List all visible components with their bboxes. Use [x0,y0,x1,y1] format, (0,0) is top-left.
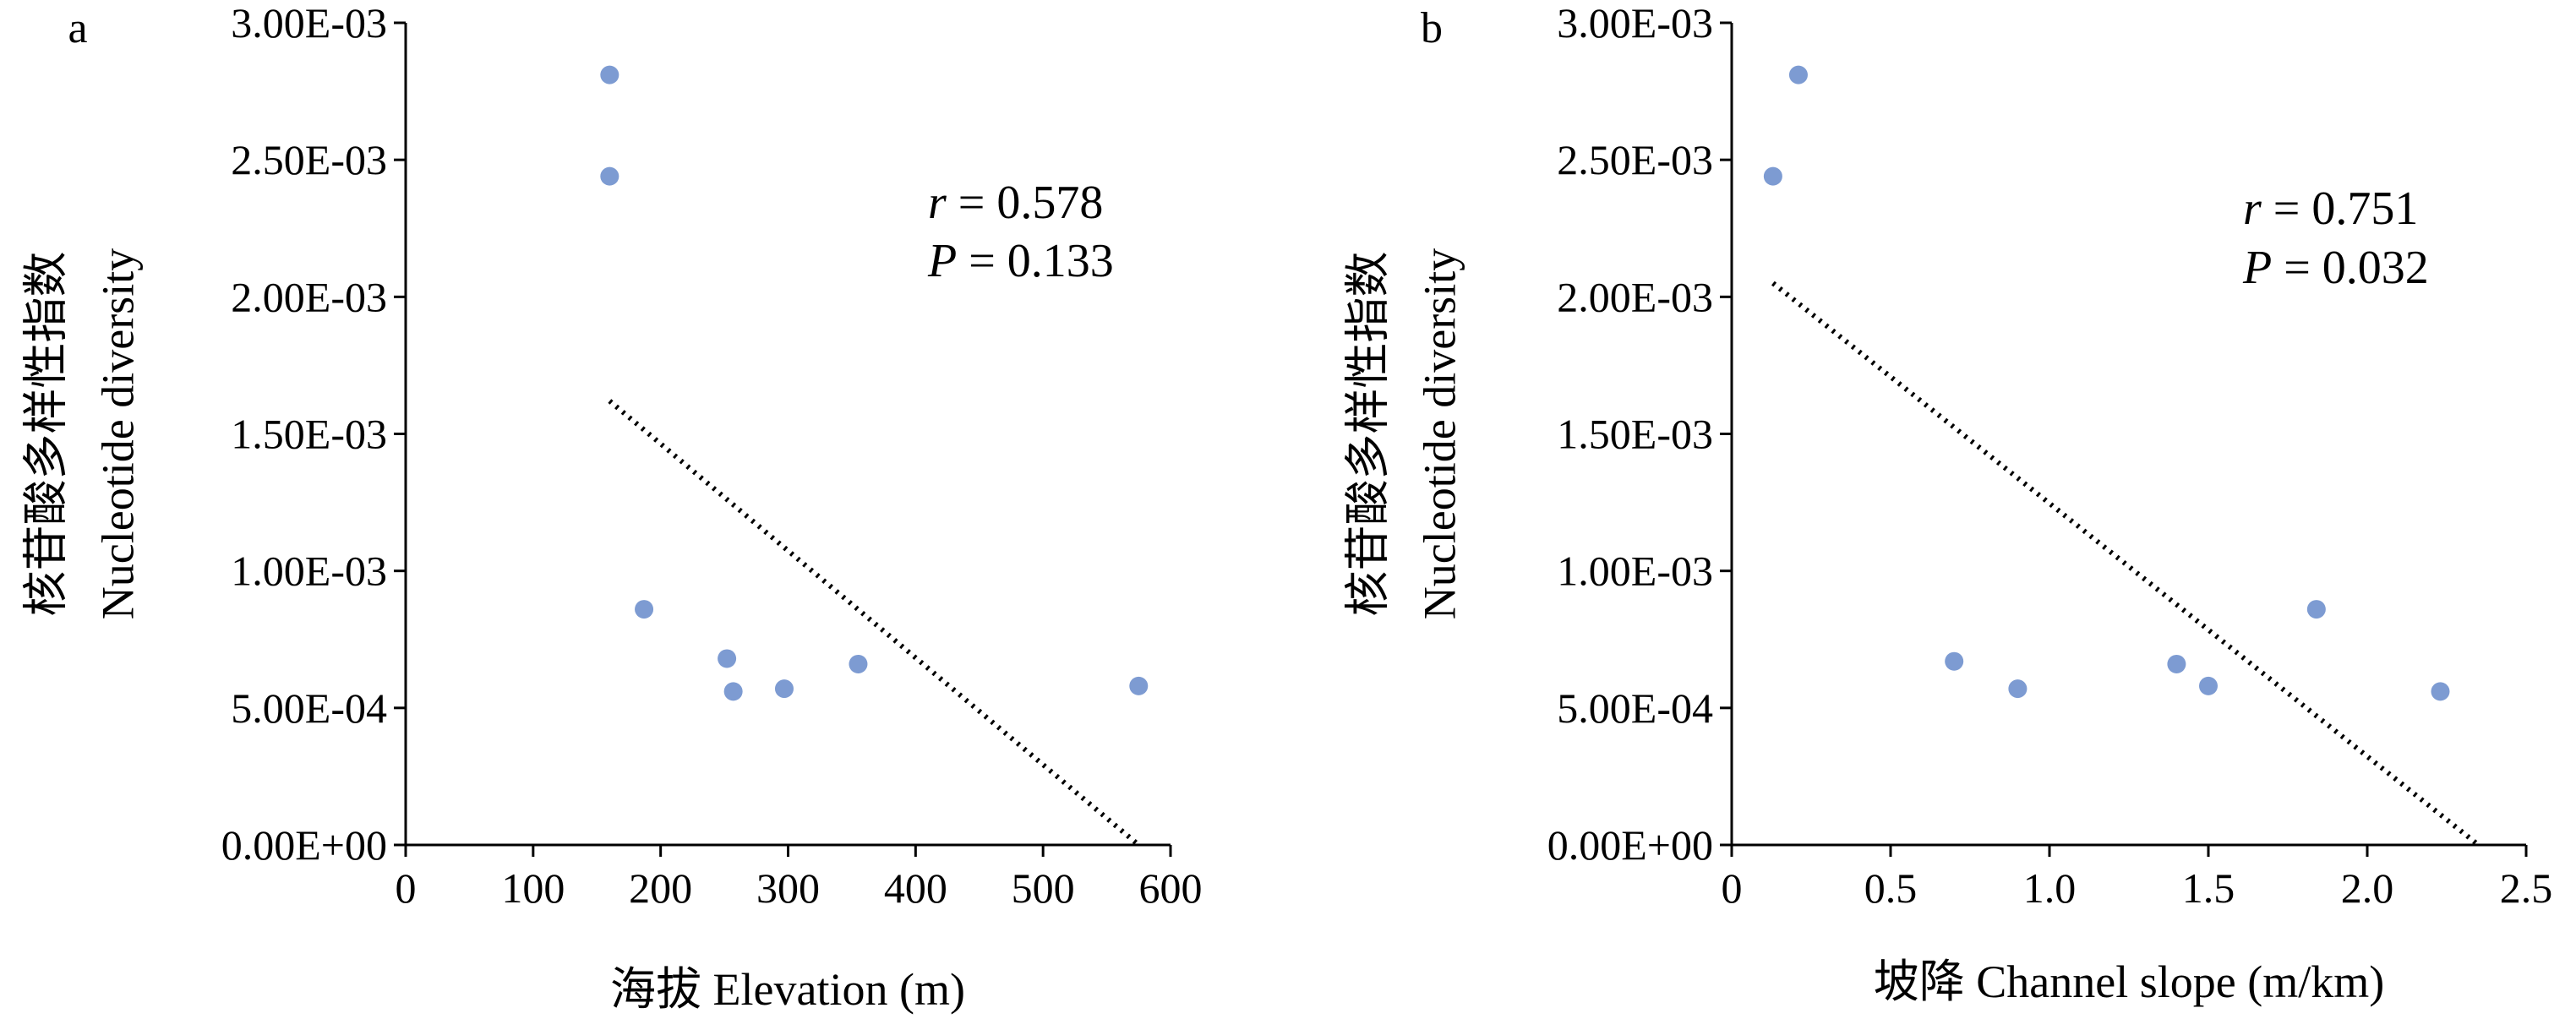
y-tick-label: 5.00E-04 [1557,684,1713,732]
x-tick-label: 400 [884,864,947,912]
x-tick-label: 100 [501,864,565,912]
y-tick-label: 2.50E-03 [231,136,387,183]
x-tick-label: 200 [629,864,692,912]
x-tick-label: 2.0 [2341,864,2394,912]
data-point [1788,65,1808,84]
panel-label: b [1421,4,1443,52]
y-tick-label: 2.00E-03 [1557,273,1713,320]
x-axis-title: 海拔 Elevation (m) [610,964,965,1015]
data-point [723,682,743,701]
data-point [1129,676,1149,695]
panel-b: 0.00E+00 5.00E-04 1.00E-03 1.50E-03 2.00E-03… [1288,0,2576,1019]
data-point [2431,682,2450,701]
data-point [2167,654,2186,673]
x-tick-label: 1.5 [2182,864,2235,912]
y-tick-label: 1.50E-03 [231,411,387,458]
scatter-chart-slope: 0.00E+00 5.00E-04 1.00E-03 1.50E-03 2.00E-03… [1342,0,2553,1007]
data-point [2306,600,2326,619]
y-tick-label: 0.00E+00 [221,821,387,869]
panel-label: a [68,4,87,52]
data-point [600,166,619,186]
p-symbol: P [927,235,957,287]
y-tick-label: 2.00E-03 [231,273,387,320]
x-tick-label: 500 [1012,864,1075,912]
trendline [1771,281,2480,847]
y-axis-title-chinese: 核苷酸多样性指数 [20,252,71,617]
p-value: = 0.032 [2272,242,2429,294]
r-statistic: r = 0.751 [2243,183,2418,235]
x-tick-label: 0 [1722,864,1743,912]
x-tick-label: 2.5 [2500,864,2553,912]
data-point [774,679,794,699]
x-tick-label: 0.5 [1864,864,1918,912]
data-point [1945,651,1964,671]
y-tick-label: 5.00E-04 [231,684,387,732]
r-symbol: r [2243,183,2262,235]
y-tick-label: 1.50E-03 [1557,411,1713,458]
r-value: = 0.578 [947,177,1104,229]
data-point [1763,166,1782,186]
y-axis-title-english: Nucleotide diversity [1414,248,1465,619]
data-point [718,649,737,668]
x-tick-label: 1.0 [2023,864,2077,912]
r-symbol: r [928,177,947,229]
scatter-chart-elevation: 0.00E+00 5.00E-04 1.00E-03 1.50E-03 2.00E-03… [20,0,1203,1015]
y-tick-label: 3.00E-03 [1557,0,1713,46]
y-tick-label: 1.00E-03 [231,548,387,595]
x-tick-label: 600 [1139,864,1203,912]
panel-a: 0.00E+00 5.00E-04 1.00E-03 1.50E-03 2.00E-03… [20,0,1203,1015]
data-point [635,600,654,619]
r-statistic: r = 0.578 [928,177,1103,229]
y-tick-label: 2.50E-03 [1557,136,1713,183]
r-value: = 0.751 [2262,183,2419,235]
data-point [849,654,868,673]
p-statistic: P = 0.032 [2242,242,2429,294]
x-tick-label: 300 [756,864,820,912]
y-tick-label: 0.00E+00 [1547,821,1713,869]
data-point [600,65,619,84]
data-point [2008,679,2028,699]
trendline [608,399,1141,847]
p-symbol: P [2242,242,2272,294]
x-tick-label: 0 [396,864,417,912]
y-tick-label: 1.00E-03 [1557,548,1713,595]
y-axis-title-chinese: 核苷酸多样性指数 [1342,252,1393,617]
y-tick-label: 3.00E-03 [231,0,387,46]
p-value: = 0.133 [957,235,1114,287]
y-axis-title-english: Nucleotide diversity [92,248,143,619]
p-statistic: P = 0.133 [927,235,1114,287]
x-axis-title: 坡降 Channel slope (m/km) [1874,956,2384,1007]
data-point [2199,676,2218,695]
